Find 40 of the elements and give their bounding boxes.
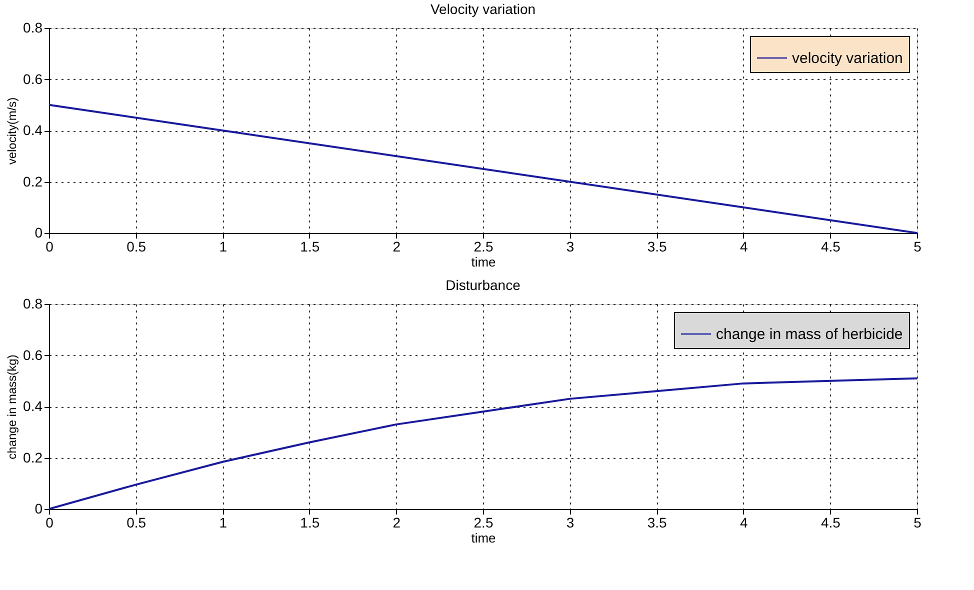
x-tick-label: 1.5 — [300, 514, 320, 530]
x-tick-label: 0.5 — [126, 514, 146, 530]
x-tick-label: 4 — [740, 514, 748, 530]
y-tick-label: 0.8 — [23, 20, 43, 36]
chart-title: Disturbance — [446, 277, 521, 293]
y-tick-label: 0.4 — [23, 122, 43, 138]
x-tick-label: 2.5 — [474, 514, 494, 530]
x-tick-label: 5 — [914, 514, 922, 530]
x-tick-label: 0 — [46, 238, 54, 254]
legend-label: velocity variation — [792, 50, 903, 67]
x-tick-label: 4.5 — [820, 514, 841, 530]
x-axis-title: time — [471, 530, 496, 546]
x-tick-label: 2 — [392, 238, 401, 254]
x-tick-label: 1 — [219, 238, 228, 254]
x-tick-label: 0.5 — [126, 238, 146, 254]
y-tick-label: 0 — [34, 500, 43, 516]
x-tick-label: 3 — [566, 238, 574, 254]
y-tick-label: 0.2 — [23, 173, 43, 190]
x-tick-label: 4.5 — [820, 238, 841, 254]
x-tick-label: 3 — [566, 514, 574, 530]
x-tick-label: 0 — [46, 514, 54, 530]
y-axis-title: change in mass(kg) — [5, 354, 20, 460]
y-axis-title: velocity(m/s) — [5, 97, 20, 165]
y-tick-label: 0.6 — [23, 70, 43, 87]
x-tick-label: 4 — [740, 238, 748, 254]
y-tick-label: 0.2 — [23, 449, 43, 466]
x-tick-label: 3.5 — [647, 514, 668, 530]
y-tick-label: 0.8 — [23, 296, 43, 312]
x-axis-title: time — [471, 254, 496, 270]
chart-title: Velocity variation — [430, 1, 536, 17]
y-tick-label: 0.4 — [23, 398, 43, 414]
x-tick-label: 1.5 — [300, 238, 320, 254]
legend-label: change in mass of herbicide — [716, 326, 903, 343]
x-tick-label: 2.5 — [474, 238, 494, 254]
x-tick-label: 3.5 — [647, 238, 668, 254]
y-tick-label: 0.6 — [23, 346, 43, 363]
x-tick-label: 5 — [914, 238, 922, 254]
x-tick-label: 1 — [219, 514, 228, 530]
x-tick-label: 2 — [392, 514, 401, 530]
y-tick-label: 0 — [34, 224, 43, 240]
